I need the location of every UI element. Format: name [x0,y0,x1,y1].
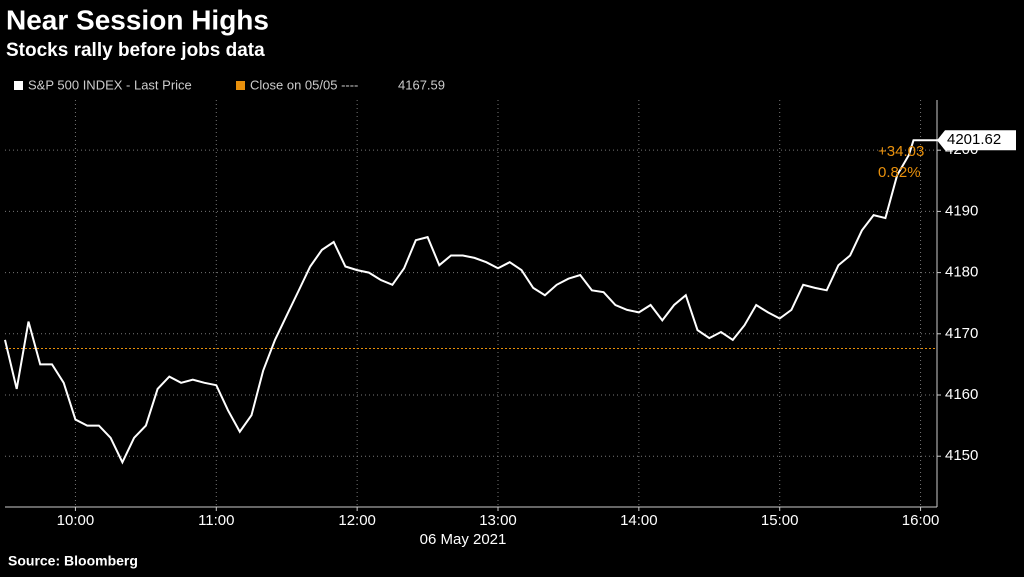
chart-title: Near Session Highs [6,4,269,35]
annotation: 0.82% [878,164,921,181]
legend-label: Close on 05/05 ---- [250,77,358,92]
legend-label: S&P 500 INDEX - Last Price [28,77,192,92]
x-tick-label: 16:00 [902,512,940,529]
chart-subtitle: Stocks rally before jobs data [6,40,265,61]
x-tick-label: 11:00 [198,512,234,529]
y-tick-label: 4150 [945,447,978,464]
x-tick-label: 12:00 [338,512,376,529]
y-tick-label: 4160 [945,386,978,403]
last-price-label: 4201.62 [947,131,1001,148]
y-tick-label: 4170 [945,325,978,342]
price-line [4,139,944,465]
legend-swatch [14,81,23,90]
x-tick-label: 15:00 [761,512,799,529]
x-tick-label: 10:00 [57,512,95,529]
x-axis-label: 06 May 2021 [420,531,507,548]
x-tick-label: 13:00 [479,512,517,529]
source: Source: Bloomberg [8,553,138,569]
x-tick-label: 14:00 [620,512,658,529]
annotation: +34.03 [878,143,924,160]
y-tick-label: 4190 [945,202,978,219]
last-price-box [937,130,1016,151]
legend-swatch [236,81,245,90]
legend-value: 4167.59 [398,77,445,92]
y-tick-label: 4180 [945,264,978,281]
